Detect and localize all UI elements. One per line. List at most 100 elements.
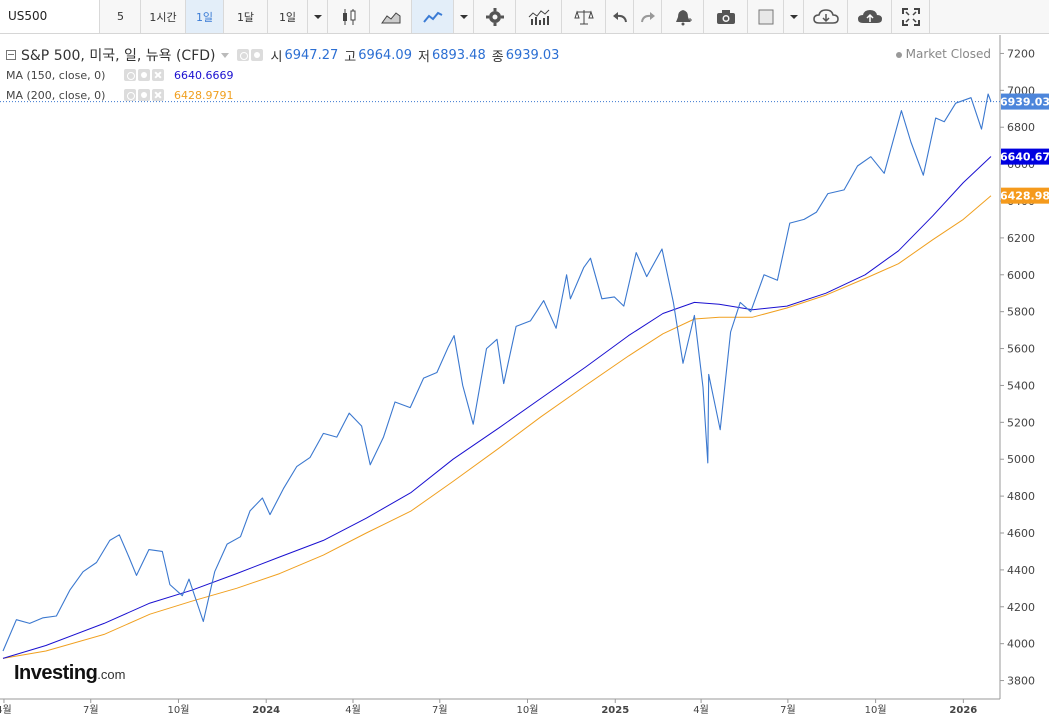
ma150-value-tag bbox=[1001, 148, 1049, 165]
y-tick-label: 5400 bbox=[1007, 379, 1035, 392]
cloud-download-button[interactable] bbox=[804, 0, 848, 33]
x-tick-label: 7월 bbox=[83, 704, 99, 716]
chart-legend: S&P 500, 미국, 일, 뉴욕 (CFD) 시 6947.27 고 6964.… bbox=[6, 45, 559, 105]
gear-icon[interactable] bbox=[138, 89, 150, 101]
candlestick-icon bbox=[341, 8, 357, 26]
price-series-line bbox=[2, 93, 992, 652]
toolbar-button[interactable]: 5 bbox=[101, 0, 141, 33]
chevron-down-icon bbox=[789, 14, 799, 20]
camera-icon bbox=[716, 9, 736, 25]
x-tick-label: 10월 bbox=[168, 704, 190, 716]
collapse-legend-icon[interactable] bbox=[6, 50, 16, 60]
mountain-chart-icon bbox=[380, 10, 401, 24]
x-tick-label: 7월 bbox=[432, 704, 448, 716]
camera-button[interactable] bbox=[704, 0, 748, 33]
toolbar-button-label: 1시간 bbox=[149, 10, 177, 24]
close-value: 6939.03 bbox=[505, 47, 560, 63]
ma200-value-tag-label: 6428.98 bbox=[1000, 190, 1049, 203]
toolbar-button[interactable]: 1달 bbox=[224, 0, 268, 33]
ma150-value-tag-label: 6640.67 bbox=[1000, 151, 1049, 164]
mountain-chart-button[interactable] bbox=[370, 0, 412, 33]
x-tick-label: 4월 bbox=[0, 704, 12, 716]
redo-icon bbox=[640, 11, 656, 23]
ma200-series-line bbox=[2, 195, 992, 659]
chevron-down-icon bbox=[313, 14, 323, 20]
x-tick-label: 4월 bbox=[693, 704, 709, 716]
cloud-upload-button[interactable] bbox=[848, 0, 892, 33]
close-icon[interactable] bbox=[152, 89, 164, 101]
alert-bell-button[interactable] bbox=[662, 0, 704, 33]
price-value-tag bbox=[1001, 93, 1049, 110]
title-dropdown-icon[interactable] bbox=[220, 52, 229, 58]
x-tick-label: 2026 bbox=[949, 705, 977, 716]
x-tick-label: 2024 bbox=[252, 705, 280, 716]
cloud-download-icon bbox=[812, 8, 839, 26]
eye-icon[interactable] bbox=[236, 49, 249, 61]
status-dot-icon bbox=[895, 51, 902, 58]
cloud-upload-icon bbox=[857, 8, 883, 26]
chevron-down-button[interactable] bbox=[308, 0, 328, 33]
market-status: Market Closed bbox=[895, 47, 991, 61]
toolbar-button-label: 1달 bbox=[236, 10, 255, 24]
redo-button[interactable] bbox=[634, 0, 662, 33]
logo-suffix: .com bbox=[97, 667, 126, 682]
toolbar-button-label: 1일 bbox=[195, 10, 214, 24]
legend-ma200-row: MA (200, close, 0) 6428.9791 bbox=[6, 85, 559, 105]
high-label: 고 bbox=[344, 49, 357, 65]
y-tick-label: 6200 bbox=[1007, 232, 1035, 245]
toolbar-button[interactable]: 1시간 bbox=[141, 0, 186, 33]
close-icon[interactable] bbox=[152, 69, 164, 81]
y-tick-label: 4800 bbox=[1007, 490, 1035, 503]
open-value: 6947.27 bbox=[284, 47, 339, 63]
x-tick-label: 10월 bbox=[865, 704, 887, 716]
ma150-label: MA (150, close, 0) bbox=[6, 68, 106, 82]
logo-name: Investing bbox=[14, 662, 98, 684]
legend-main-row: S&P 500, 미국, 일, 뉴욕 (CFD) 시 6947.27 고 6964.… bbox=[6, 45, 559, 65]
scales-button[interactable] bbox=[562, 0, 606, 33]
market-status-text: Market Closed bbox=[905, 47, 991, 61]
toolbar-button[interactable]: 1일 bbox=[268, 0, 308, 33]
toolbar-button-label: 1일 bbox=[278, 10, 297, 24]
candlestick-button[interactable] bbox=[328, 0, 370, 33]
ma200-value: 6428.9791 bbox=[174, 88, 234, 102]
color-box-icon bbox=[758, 9, 774, 25]
ma150-value: 6640.6669 bbox=[174, 68, 234, 82]
y-tick-label: 5200 bbox=[1007, 416, 1035, 429]
toolbar-button[interactable]: 1일 bbox=[186, 0, 224, 33]
y-tick-label: 6000 bbox=[1007, 269, 1035, 282]
ma200-label: MA (200, close, 0) bbox=[6, 88, 106, 102]
line-chart-button[interactable] bbox=[412, 0, 454, 33]
chevron-down-button[interactable] bbox=[454, 0, 474, 33]
low-label: 저 bbox=[417, 49, 430, 65]
eye-icon[interactable] bbox=[124, 69, 136, 81]
fullscreen-button[interactable] bbox=[892, 0, 930, 33]
undo-icon bbox=[612, 11, 628, 23]
y-tick-label: 4600 bbox=[1007, 527, 1035, 540]
y-tick-label: 4400 bbox=[1007, 564, 1035, 577]
y-tick-label: 4000 bbox=[1007, 638, 1035, 651]
indicators-button[interactable] bbox=[516, 0, 562, 33]
ma150-series-line bbox=[2, 156, 992, 659]
color-box-button[interactable] bbox=[748, 0, 784, 33]
y-tick-label: 5000 bbox=[1007, 453, 1035, 466]
open-label: 시 bbox=[270, 49, 283, 65]
x-tick-label: 7월 bbox=[780, 704, 796, 716]
y-tick-label: 6800 bbox=[1007, 121, 1035, 134]
toolbar-button-label: 5 bbox=[117, 10, 124, 23]
low-value: 6893.48 bbox=[431, 47, 486, 63]
chevron-down-button[interactable] bbox=[784, 0, 804, 33]
symbol-search-input[interactable]: US500 bbox=[0, 0, 100, 33]
alert-bell-icon bbox=[674, 8, 692, 26]
price-value-tag-label: 6939.03 bbox=[1000, 96, 1049, 109]
gear-icon[interactable] bbox=[250, 49, 263, 61]
investing-logo: Investing.com bbox=[14, 662, 125, 685]
instrument-title: S&P 500, 미국, 일, 뉴욕 (CFD) bbox=[21, 48, 216, 64]
y-tick-label: 7200 bbox=[1007, 47, 1035, 60]
line-chart-icon bbox=[422, 10, 443, 24]
gear-icon[interactable] bbox=[138, 69, 150, 81]
gear-button[interactable] bbox=[474, 0, 516, 33]
undo-button[interactable] bbox=[606, 0, 634, 33]
eye-icon[interactable] bbox=[124, 89, 136, 101]
legend-ma150-row: MA (150, close, 0) 6640.6669 bbox=[6, 65, 559, 85]
